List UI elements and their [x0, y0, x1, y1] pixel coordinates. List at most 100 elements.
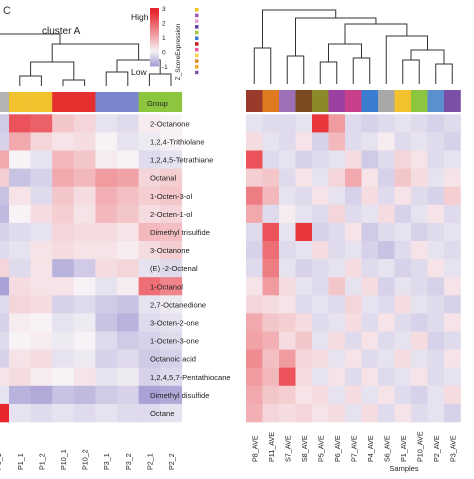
right-heatmap-cell — [246, 150, 263, 169]
dendrogram-link — [30, 61, 75, 80]
left-heatmap-cell — [30, 259, 53, 278]
left-heatmap-cell — [138, 150, 161, 169]
left-column-label: P2_1 — [145, 453, 154, 470]
right-heatmap-cell — [394, 222, 412, 242]
right-heatmap-cell — [295, 150, 313, 169]
right-heatmap-cell — [312, 168, 329, 187]
right-group-cell — [394, 90, 412, 112]
right-heatmap-cell — [427, 349, 445, 368]
right-heatmap-cell — [312, 186, 329, 206]
left-column-label: P1_1 — [16, 453, 25, 470]
right-heatmap-cell — [427, 313, 445, 332]
left-heatmap-cell — [117, 186, 139, 206]
left-heatmap-cell — [30, 204, 53, 224]
legend-gradient-step — [150, 55, 159, 58]
left-heatmap-cell — [52, 114, 75, 133]
right-heatmap-cell — [312, 241, 329, 260]
left-heatmap-cell — [95, 295, 118, 314]
left-heatmap-cell — [30, 349, 53, 368]
right-heatmap-cell — [246, 132, 263, 151]
right-column-label: S7_AVE — [283, 435, 292, 462]
group-legend-swatch — [195, 59, 199, 63]
right-heatmap-cell — [279, 222, 296, 242]
left-heatmap-cell — [9, 259, 31, 278]
row-label: (E) -2-Octenal — [150, 264, 198, 273]
left-heatmap-cell — [73, 204, 96, 224]
right-heatmap-cell — [279, 241, 296, 260]
right-column-label: P5_AVE — [316, 435, 325, 462]
right-heatmap-cell — [378, 259, 395, 278]
left-column-label: P3_1 — [102, 453, 111, 470]
right-heatmap-cell — [345, 150, 362, 169]
right-heatmap-cell — [411, 403, 428, 423]
right-heatmap-cell — [246, 403, 263, 423]
left-heatmap-cell — [138, 186, 161, 206]
right-heatmap-cell — [361, 403, 379, 423]
right-heatmap-cell — [295, 186, 313, 206]
dendrogram-link — [105, 71, 129, 86]
right-heatmap-cell — [279, 114, 296, 133]
x-axis-title: Samples — [389, 464, 418, 473]
left-heatmap-cell — [138, 385, 161, 405]
dendrogram-link — [410, 49, 445, 64]
left-heatmap-cell — [30, 367, 53, 387]
row-label: 1,2,4,5-Tetrathiane — [150, 156, 213, 165]
legend-gradient-step — [150, 51, 159, 54]
legend-gradient-step — [150, 45, 159, 48]
right-heatmap-cell — [312, 331, 329, 350]
legend-gradient-step — [150, 10, 159, 13]
right-heatmap-cell — [279, 403, 296, 423]
left-heatmap-cell — [9, 367, 31, 387]
left-heatmap-cell — [160, 403, 183, 423]
legend-gradient-step — [150, 23, 159, 26]
right-heatmap-cell — [345, 222, 362, 242]
right-heatmap-cell — [411, 168, 428, 187]
left-heatmap-cell — [160, 385, 183, 405]
right-heatmap-cell — [312, 259, 329, 278]
left-heatmap-cell — [138, 204, 161, 224]
group-legend-swatch — [195, 36, 199, 40]
left-heatmap-cell — [30, 168, 53, 187]
legend-gradient-step — [150, 47, 159, 50]
legend-gradient-step — [150, 18, 159, 21]
right-heatmap-cell — [345, 331, 362, 350]
right-heatmap-cell — [262, 114, 280, 133]
left-heatmap-cell — [9, 349, 31, 368]
right-heatmap-cell — [279, 186, 296, 206]
legend-gradient-step — [150, 61, 159, 64]
right-column-label: P11_AVE — [267, 432, 276, 462]
right-heatmap-cell — [361, 277, 379, 296]
right-heatmap-cell — [361, 259, 379, 278]
dendrogram-link — [328, 43, 362, 62]
right-heatmap-cell — [394, 313, 412, 332]
right-heatmap-cell — [361, 385, 379, 405]
right-heatmap-cell — [444, 168, 461, 187]
left-heatmap-cell — [9, 403, 31, 423]
right-heatmap-cell — [262, 132, 280, 151]
left-heatmap-cell — [0, 385, 10, 405]
left-heatmap-cell — [95, 385, 118, 405]
legend-tick-label: 2 — [162, 21, 166, 28]
left-heatmap-cell — [9, 385, 31, 405]
right-heatmap-cell — [312, 403, 329, 423]
left-heatmap-cell — [138, 132, 161, 151]
left-heatmap-cell — [138, 114, 161, 133]
right-heatmap-cell — [262, 168, 280, 187]
legend-gradient-step — [150, 37, 159, 39]
left-heatmap-cell — [73, 331, 96, 350]
left-heatmap-cell — [138, 241, 161, 260]
right-heatmap-cell — [411, 186, 428, 206]
right-heatmap-cell — [411, 222, 428, 242]
right-heatmap-cell — [411, 349, 428, 368]
right-heatmap-cell — [345, 313, 362, 332]
left-heatmap-cell — [160, 313, 183, 332]
right-heatmap-cell — [262, 150, 280, 169]
right-heatmap-cell — [246, 313, 263, 332]
left-heatmap-cell — [95, 331, 118, 350]
left-heatmap-cell — [160, 277, 183, 296]
right-heatmap-cell — [361, 186, 379, 206]
left-heatmap-cell — [138, 168, 161, 187]
right-heatmap-cell — [246, 241, 263, 260]
left-heatmap-cell — [30, 186, 53, 206]
